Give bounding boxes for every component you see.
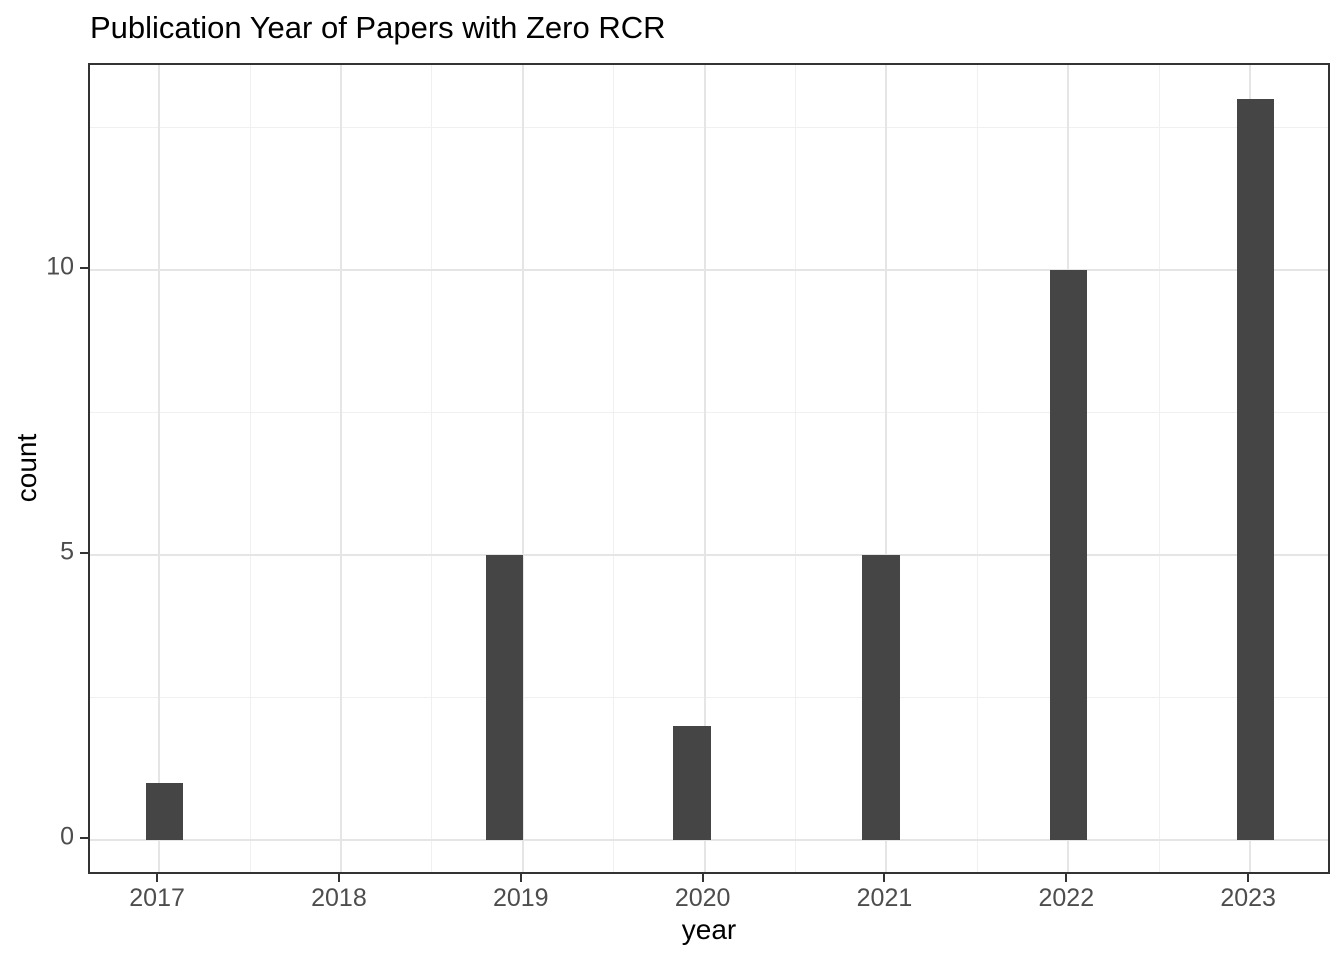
x-tick-label: 2017: [129, 884, 185, 912]
x-tick-label: 2019: [492, 884, 549, 912]
gridline-major-vertical: [521, 65, 524, 872]
x-tick-mark: [1065, 874, 1068, 882]
gridline-minor-horizontal: [90, 411, 1328, 413]
gridline-major-horizontal: [90, 838, 1328, 841]
gridline-major-vertical: [703, 65, 706, 872]
x-tick-label: 2022: [1038, 884, 1095, 912]
bar: [673, 725, 711, 840]
gridline-minor-vertical: [431, 65, 433, 872]
bar: [145, 782, 184, 840]
x-tick-mark: [701, 874, 704, 882]
gridline-major-horizontal: [90, 269, 1328, 272]
x-tick-mark: [156, 874, 159, 882]
x-tick-label: 2020: [674, 884, 731, 912]
gridline-major-vertical: [339, 65, 342, 872]
gridline-minor-horizontal: [90, 696, 1328, 698]
bar: [1236, 99, 1275, 840]
y-tick-mark: [80, 836, 88, 839]
gridline-minor-vertical: [976, 65, 978, 872]
chart-title: Publication Year of Papers with Zero RCR: [90, 10, 666, 45]
gridline-major-vertical: [158, 65, 161, 872]
bar: [862, 554, 900, 840]
gridline-major-vertical: [885, 65, 888, 872]
x-tick-mark: [883, 874, 886, 882]
gridline-minor-vertical: [613, 65, 615, 872]
bar: [1049, 270, 1088, 840]
y-axis-title: count: [11, 433, 42, 503]
plot-panel: [88, 63, 1330, 874]
x-tick-mark: [337, 874, 340, 882]
y-tick-label: 0: [60, 821, 74, 850]
y-tick-mark: [80, 267, 88, 270]
x-tick-label: 2021: [856, 884, 913, 912]
x-tick-label: 2023: [1220, 884, 1276, 912]
x-tick-mark: [1247, 874, 1250, 882]
x-tick-mark: [519, 874, 522, 882]
x-axis-title: year: [681, 914, 737, 945]
y-tick-label: 10: [46, 252, 74, 281]
y-tick-mark: [80, 551, 88, 554]
gridline-minor-vertical: [249, 65, 251, 872]
gridline-minor-vertical: [795, 65, 797, 872]
gridline-minor-vertical: [1158, 65, 1160, 872]
gridline-major-horizontal: [90, 553, 1328, 556]
gridline-minor-horizontal: [90, 127, 1328, 129]
x-tick-label: 2018: [311, 884, 367, 912]
bar: [485, 554, 524, 840]
y-tick-label: 5: [60, 537, 74, 566]
